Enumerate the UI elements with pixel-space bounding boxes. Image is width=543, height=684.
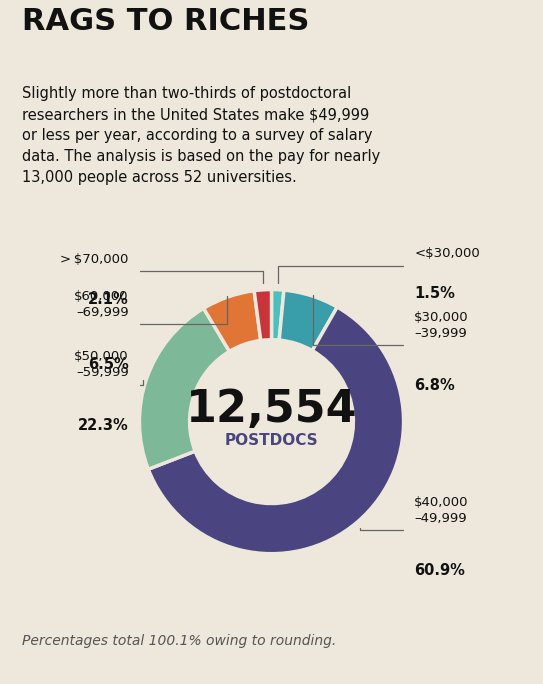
Text: 1.5%: 1.5% — [414, 286, 455, 301]
Text: $30,000
–39,999: $30,000 –39,999 — [414, 311, 469, 340]
Text: Slightly more than two-thirds of postdoctoral
researchers in the United States m: Slightly more than two-thirds of postdoc… — [22, 86, 380, 185]
Text: Percentages total 100.1% owing to rounding.: Percentages total 100.1% owing to roundi… — [22, 634, 336, 648]
Text: POSTDOCS: POSTDOCS — [225, 432, 318, 447]
Wedge shape — [254, 289, 272, 341]
Text: 6.8%: 6.8% — [414, 378, 455, 393]
Text: <$30,000: <$30,000 — [414, 248, 480, 261]
Text: 22.3%: 22.3% — [78, 418, 129, 433]
Text: $60,000
–69,999: $60,000 –69,999 — [74, 289, 129, 319]
Text: $40,000
–49,999: $40,000 –49,999 — [414, 496, 469, 525]
Wedge shape — [204, 291, 261, 352]
Text: RAGS TO RICHES: RAGS TO RICHES — [22, 7, 309, 36]
Text: 60.9%: 60.9% — [414, 563, 465, 578]
Text: $50,000
–59,999: $50,000 –59,999 — [74, 350, 129, 380]
Wedge shape — [140, 308, 229, 469]
Text: 6.5%: 6.5% — [88, 357, 129, 372]
Wedge shape — [148, 307, 403, 554]
Wedge shape — [279, 290, 337, 351]
Text: > $70,000: > $70,000 — [60, 253, 129, 266]
Text: 2.1%: 2.1% — [88, 291, 129, 306]
Wedge shape — [272, 289, 284, 340]
Text: 12,554: 12,554 — [186, 389, 357, 431]
